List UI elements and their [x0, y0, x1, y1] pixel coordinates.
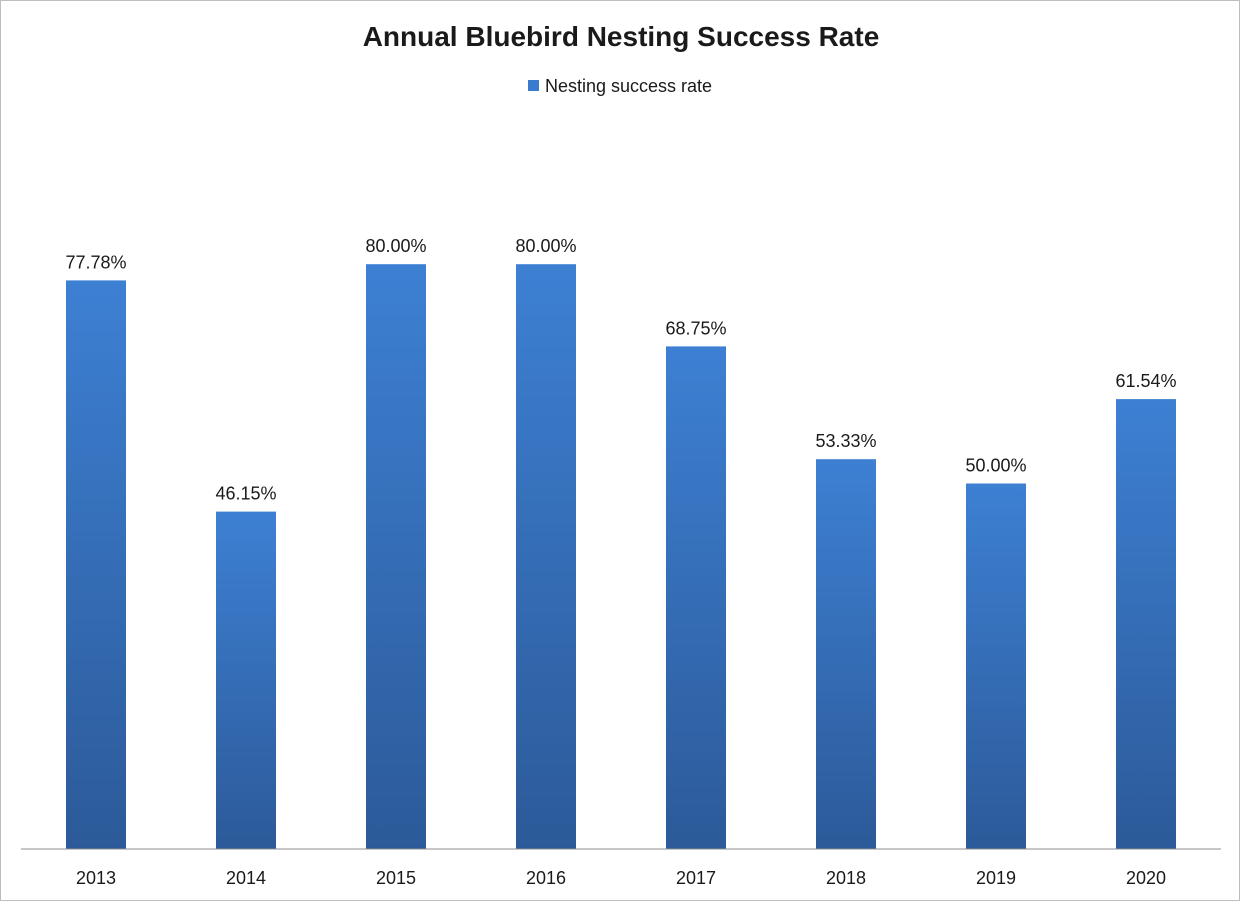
x-tick-2015: 2015 [376, 868, 416, 888]
data-labels: 77.78% 46.15% 80.00% 80.00% 68.75% 53.33% 50.0… [65, 236, 1176, 503]
chart-title: Annual Bluebird Nesting Success Rate [363, 21, 880, 52]
x-tick-2018: 2018 [826, 868, 866, 888]
data-label-2014: 46.15% [215, 484, 276, 504]
legend: Nesting success rate [528, 76, 712, 96]
bar-2018 [816, 459, 876, 849]
data-label-2016: 80.00% [515, 236, 576, 256]
x-tick-2016: 2016 [526, 868, 566, 888]
x-tick-2014: 2014 [226, 868, 266, 888]
bar-2020 [1116, 399, 1176, 849]
bar-2013 [66, 280, 126, 849]
legend-label: Nesting success rate [545, 76, 712, 96]
data-label-2013: 77.78% [65, 252, 126, 272]
data-label-2015: 80.00% [365, 236, 426, 256]
data-label-2020: 61.54% [1115, 371, 1176, 391]
bars [66, 264, 1176, 849]
data-label-2017: 68.75% [665, 318, 726, 338]
x-tick-2019: 2019 [976, 868, 1016, 888]
legend-swatch [528, 80, 539, 91]
x-axis-ticks: 2013 2014 2015 2016 2017 2018 2019 2020 [76, 868, 1166, 888]
x-tick-2020: 2020 [1126, 868, 1166, 888]
bar-2015 [366, 264, 426, 849]
data-label-2018: 53.33% [815, 431, 876, 451]
data-label-2019: 50.00% [965, 456, 1026, 476]
x-tick-2017: 2017 [676, 868, 716, 888]
bar-2017 [666, 346, 726, 849]
bar-2019 [966, 483, 1026, 849]
bar-2016 [516, 264, 576, 849]
bar-2014 [216, 511, 276, 849]
x-tick-2013: 2013 [76, 868, 116, 888]
